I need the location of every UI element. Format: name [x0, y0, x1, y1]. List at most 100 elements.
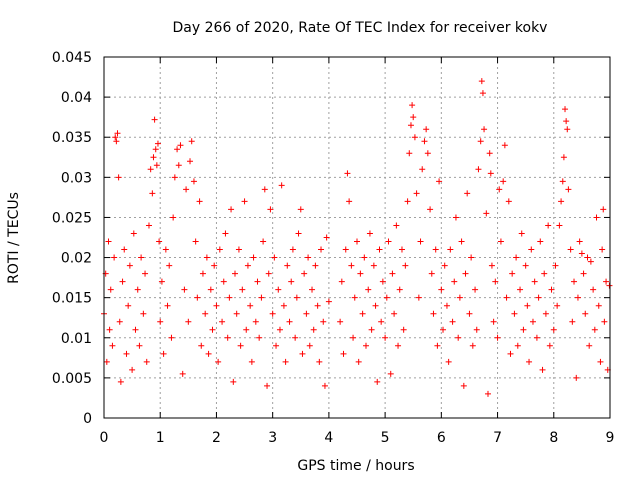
- data-point: [560, 154, 567, 161]
- data-point: [160, 350, 167, 357]
- data-point: [517, 286, 524, 293]
- data-point: [462, 270, 469, 277]
- data-point: [541, 270, 548, 277]
- data-point: [267, 206, 274, 213]
- data-point: [595, 302, 602, 309]
- data-point: [520, 326, 527, 333]
- data-point: [344, 170, 351, 177]
- data-point: [391, 310, 398, 317]
- data-point: [138, 254, 145, 261]
- data-point: [368, 326, 375, 333]
- data-point: [466, 310, 473, 317]
- data-point: [409, 102, 416, 109]
- data-point: [278, 182, 285, 189]
- data-point: [423, 126, 430, 133]
- data-point: [237, 342, 244, 349]
- data-point: [563, 118, 570, 125]
- data-point: [438, 286, 445, 293]
- data-point: [451, 278, 458, 285]
- data-point: [606, 282, 613, 289]
- x-tick-label: 8: [549, 430, 558, 446]
- data-point: [123, 350, 130, 357]
- data-point: [524, 302, 531, 309]
- data-point: [109, 342, 116, 349]
- data-point: [188, 138, 195, 145]
- y-tick-label: 0.035: [52, 130, 92, 146]
- data-point: [181, 286, 188, 293]
- data-point: [203, 254, 210, 261]
- data-point: [478, 78, 485, 85]
- data-point: [404, 198, 411, 205]
- data-point: [599, 246, 606, 253]
- data-point: [539, 366, 546, 373]
- data-point: [260, 238, 267, 245]
- grid-lines: [104, 57, 610, 418]
- data-point: [152, 146, 159, 153]
- data-point: [601, 318, 608, 325]
- data-point: [472, 286, 479, 293]
- data-point: [449, 318, 456, 325]
- data-point: [455, 334, 462, 341]
- data-point: [593, 214, 600, 221]
- data-point: [490, 318, 497, 325]
- data-point: [571, 278, 578, 285]
- data-point: [132, 326, 139, 333]
- data-point: [556, 222, 563, 229]
- data-point: [554, 302, 561, 309]
- data-point: [289, 246, 296, 253]
- data-point: [542, 310, 549, 317]
- data-point: [198, 342, 205, 349]
- data-point: [411, 134, 418, 141]
- data-point: [316, 358, 323, 365]
- x-tick-label: 9: [606, 430, 615, 446]
- data-point: [111, 254, 118, 261]
- data-point: [284, 262, 291, 269]
- data-point: [207, 286, 214, 293]
- data-point: [531, 278, 538, 285]
- data-point: [119, 278, 126, 285]
- data-point: [205, 350, 212, 357]
- data-point: [276, 326, 283, 333]
- data-point: [250, 254, 257, 261]
- y-axis-title: ROTI / TECUs: [6, 192, 22, 284]
- data-point: [269, 310, 276, 317]
- data-point: [351, 294, 358, 301]
- data-point: [235, 246, 242, 253]
- data-point: [378, 318, 385, 325]
- data-point: [424, 150, 431, 157]
- data-point: [241, 198, 248, 205]
- data-point: [288, 278, 295, 285]
- data-point: [175, 162, 182, 169]
- data-point: [483, 210, 490, 217]
- data-point: [413, 190, 420, 197]
- x-tick-label: 0: [100, 430, 109, 446]
- data-point: [481, 126, 488, 133]
- data-point: [320, 318, 327, 325]
- data-point: [301, 270, 308, 277]
- data-point: [114, 130, 121, 137]
- data-point: [177, 142, 184, 149]
- data-point: [312, 262, 319, 269]
- data-point: [567, 246, 574, 253]
- data-point: [479, 90, 486, 97]
- data-point: [265, 270, 272, 277]
- data-point: [385, 238, 392, 245]
- data-point: [112, 134, 119, 141]
- data-point: [434, 342, 441, 349]
- data-point: [528, 246, 535, 253]
- data-point: [389, 270, 396, 277]
- data-point: [243, 326, 250, 333]
- data-point: [286, 318, 293, 325]
- x-tick-label: 5: [381, 430, 390, 446]
- data-point: [256, 334, 263, 341]
- data-point: [149, 190, 156, 197]
- data-point: [321, 382, 328, 389]
- data-point: [220, 278, 227, 285]
- data-point: [445, 358, 452, 365]
- x-tick-label: 7: [493, 430, 502, 446]
- data-point: [187, 158, 194, 165]
- data-point: [303, 310, 310, 317]
- data-point: [125, 302, 132, 309]
- data-point: [145, 222, 152, 229]
